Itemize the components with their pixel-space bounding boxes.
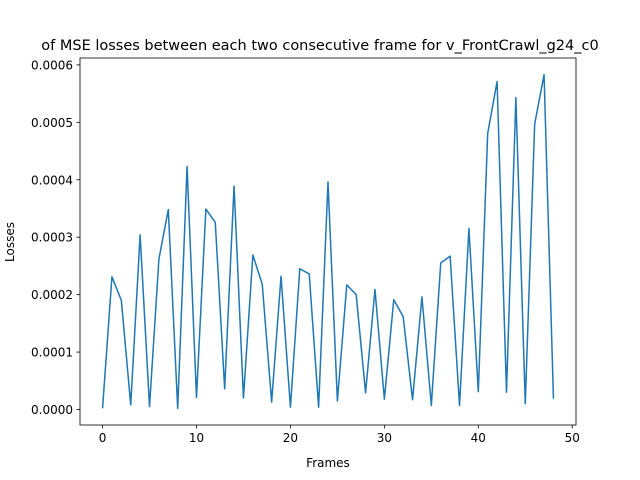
y-tick-label: 0.0000 (31, 403, 73, 417)
y-tick-label: 0.0006 (31, 58, 73, 72)
plot-area: 0 10 20 30 40 50 0.0000 0.0001 0.0002 0.0003 0.000… (31, 57, 580, 445)
axes-frame (79, 57, 577, 426)
chart-title: of MSE losses between each two consecuti… (41, 38, 598, 54)
x-tick-label: 30 (377, 431, 392, 445)
y-tick-label: 0.0001 (31, 346, 73, 360)
x-tick-label: 50 (565, 431, 580, 445)
x-tick-label: 40 (471, 431, 486, 445)
x-tick-label: 20 (283, 431, 298, 445)
x-axis-label: Frames (306, 456, 350, 470)
y-tick-label: 0.0004 (31, 173, 73, 187)
y-tick-label: 0.0003 (31, 231, 73, 245)
y-tick-label: 0.0005 (31, 116, 73, 130)
y-axis-label: Losses (3, 222, 17, 262)
y-tick-label: 0.0002 (31, 288, 73, 302)
x-tick-label: 10 (189, 431, 204, 445)
series-line (101, 73, 555, 410)
x-tick-label: 0 (99, 431, 107, 445)
